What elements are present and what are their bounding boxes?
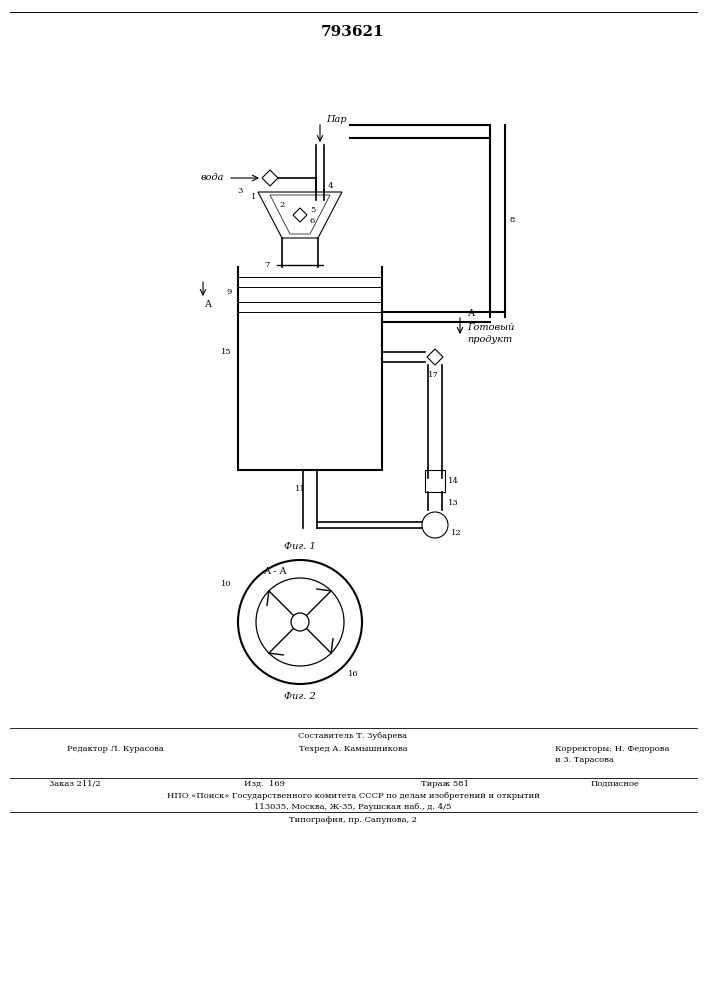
Text: НПО «Поиск» Государственного комитета СССР по делам изобретений и открытий: НПО «Поиск» Государственного комитета СС…: [167, 792, 539, 800]
Text: 1: 1: [250, 193, 256, 201]
Text: Техред А. Камышникова: Техред А. Камышникова: [299, 745, 407, 753]
Text: Подписное: Подписное: [590, 780, 639, 788]
Text: Составитель Т. Зубарева: Составитель Т. Зубарева: [298, 732, 407, 740]
Text: Заказ 211/2: Заказ 211/2: [49, 780, 101, 788]
Text: 13: 13: [448, 499, 459, 507]
Text: Изд.  169: Изд. 169: [245, 780, 286, 788]
Bar: [425, 470, 445, 492]
Text: Редактор Л. Курасова: Редактор Л. Курасова: [66, 745, 163, 753]
Text: 16: 16: [348, 670, 358, 678]
Text: 9: 9: [227, 288, 232, 296]
Text: 6: 6: [310, 217, 315, 225]
Text: 10: 10: [221, 580, 232, 588]
Text: вода: вода: [201, 174, 224, 182]
Text: A: A: [204, 300, 211, 309]
Text: A - A: A - A: [263, 568, 287, 576]
Text: продукт: продукт: [467, 334, 513, 344]
Text: A: A: [467, 308, 474, 318]
Text: Типография, пр. Сапунова, 2: Типография, пр. Сапунова, 2: [289, 816, 417, 824]
Text: 3: 3: [238, 187, 243, 195]
Text: Корректоры: Н. Федорова: Корректоры: Н. Федорова: [555, 745, 670, 753]
Text: Готовый: Готовый: [467, 322, 515, 332]
Text: 113035, Москва, Ж-35, Раушская наб., д. 4/5: 113035, Москва, Ж-35, Раушская наб., д. …: [255, 803, 452, 811]
Text: Фиг. 2: Фиг. 2: [284, 692, 316, 701]
Text: 5: 5: [310, 206, 315, 214]
Text: 8: 8: [510, 216, 515, 224]
Text: 17: 17: [428, 371, 438, 379]
Text: и З. Тарасова: и З. Тарасова: [555, 756, 614, 764]
Text: 2: 2: [279, 201, 285, 209]
Text: 7: 7: [264, 261, 270, 269]
Text: Пар: Пар: [326, 115, 346, 124]
Text: 14: 14: [448, 477, 459, 485]
Text: 11: 11: [295, 485, 305, 493]
Text: 793621: 793621: [321, 25, 385, 39]
Text: 4: 4: [328, 182, 334, 190]
Text: Тираж 581: Тираж 581: [421, 780, 469, 788]
Text: 12: 12: [451, 529, 462, 537]
Text: Фиг. 1: Фиг. 1: [284, 542, 316, 551]
Text: 15: 15: [221, 348, 232, 356]
